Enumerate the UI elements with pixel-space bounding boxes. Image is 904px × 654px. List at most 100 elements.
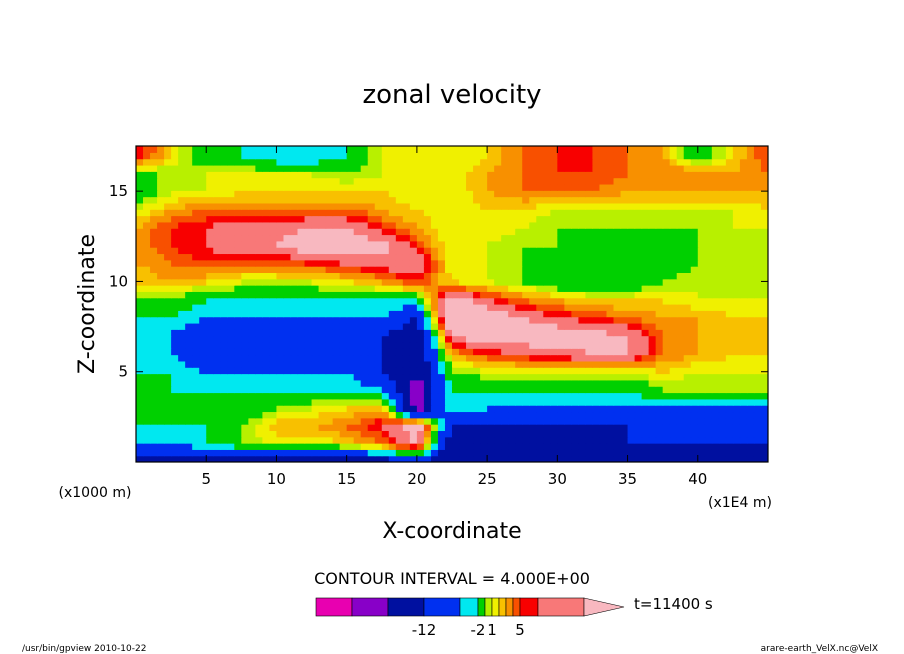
field-cell	[269, 449, 278, 457]
field-cell	[283, 316, 292, 324]
field-cell	[557, 196, 565, 204]
field-cell	[480, 297, 488, 305]
field-cell	[304, 329, 313, 337]
field-cell	[725, 285, 734, 292]
field-cell	[269, 278, 278, 286]
field-cell	[164, 221, 172, 229]
field-cell	[641, 417, 650, 425]
field-cell	[374, 392, 383, 400]
field-cell	[641, 367, 650, 375]
field-cell	[557, 266, 565, 273]
field-cell	[437, 247, 446, 255]
field-cell	[402, 405, 411, 413]
field-cell	[746, 278, 755, 286]
field-cell	[157, 209, 165, 217]
field-cell	[444, 322, 453, 330]
field-cell	[374, 234, 383, 242]
field-cell	[325, 430, 334, 438]
field-cell	[269, 322, 278, 330]
field-cell	[606, 449, 615, 457]
field-cell	[613, 449, 622, 457]
field-cell	[185, 398, 193, 406]
field-cell	[402, 291, 411, 299]
field-cell	[444, 177, 453, 185]
field-cell	[585, 354, 594, 362]
field-cell	[564, 152, 572, 160]
field-cell	[423, 240, 432, 248]
field-cell	[430, 291, 439, 299]
field-cell	[725, 360, 734, 368]
field-cell	[571, 221, 579, 229]
field-cell	[164, 373, 172, 381]
field-cell	[746, 183, 755, 191]
field-cell	[578, 348, 587, 356]
field-cell	[746, 310, 755, 318]
field-cell	[192, 455, 200, 462]
field-cell	[480, 304, 488, 311]
field-cell	[150, 379, 158, 387]
field-cell	[557, 215, 565, 223]
field-cell	[718, 234, 727, 242]
field-cell	[444, 310, 453, 318]
field-cell	[536, 215, 544, 223]
field-cell	[732, 152, 741, 160]
field-cell	[641, 316, 650, 324]
field-cell	[732, 443, 741, 450]
field-cell	[641, 386, 650, 394]
field-cell	[325, 266, 334, 273]
field-cell	[753, 202, 762, 210]
field-cell	[508, 209, 516, 217]
field-cell	[487, 449, 495, 457]
field-cell	[669, 449, 678, 457]
field-cell	[459, 177, 467, 185]
field-cell	[648, 183, 657, 191]
field-cell	[473, 455, 481, 462]
field-cell	[648, 310, 657, 318]
field-cell	[332, 310, 341, 318]
field-cell	[508, 240, 516, 248]
field-cell	[367, 247, 376, 255]
field-cell	[423, 146, 432, 153]
field-cell	[311, 177, 320, 185]
field-cell	[283, 392, 292, 400]
field-cell	[150, 373, 158, 381]
field-cell	[501, 215, 509, 223]
field-cell	[255, 266, 263, 273]
field-cell	[339, 240, 348, 248]
field-cell	[613, 291, 622, 299]
field-cell	[381, 417, 390, 425]
field-cell	[676, 146, 685, 153]
field-cell	[620, 436, 629, 444]
field-cell	[325, 215, 334, 223]
field-cell	[353, 152, 362, 160]
field-cell	[325, 183, 334, 191]
field-cell	[711, 278, 720, 286]
field-cell	[353, 449, 362, 457]
field-cell	[136, 228, 144, 236]
field-cell	[318, 291, 327, 299]
field-cell	[248, 335, 256, 343]
field-cell	[480, 171, 488, 179]
field-cell	[550, 398, 558, 406]
field-cell	[494, 430, 502, 438]
field-cell	[318, 379, 327, 387]
field-cell	[136, 190, 144, 198]
field-cell	[297, 405, 306, 413]
field-cell	[683, 291, 692, 299]
field-cell	[444, 424, 453, 431]
field-cell	[227, 386, 235, 394]
field-cell	[739, 171, 748, 179]
field-cell	[725, 259, 734, 267]
field-cell	[143, 310, 151, 318]
field-cell	[613, 354, 622, 362]
field-cell	[508, 278, 516, 286]
field-cell	[332, 443, 341, 450]
field-cell	[746, 424, 755, 431]
field-cell	[234, 278, 242, 286]
field-cell	[360, 329, 369, 337]
field-cell	[325, 221, 334, 229]
field-cell	[192, 272, 200, 280]
field-cell	[318, 322, 327, 330]
field-cell	[536, 202, 544, 210]
field-cell	[185, 360, 193, 368]
